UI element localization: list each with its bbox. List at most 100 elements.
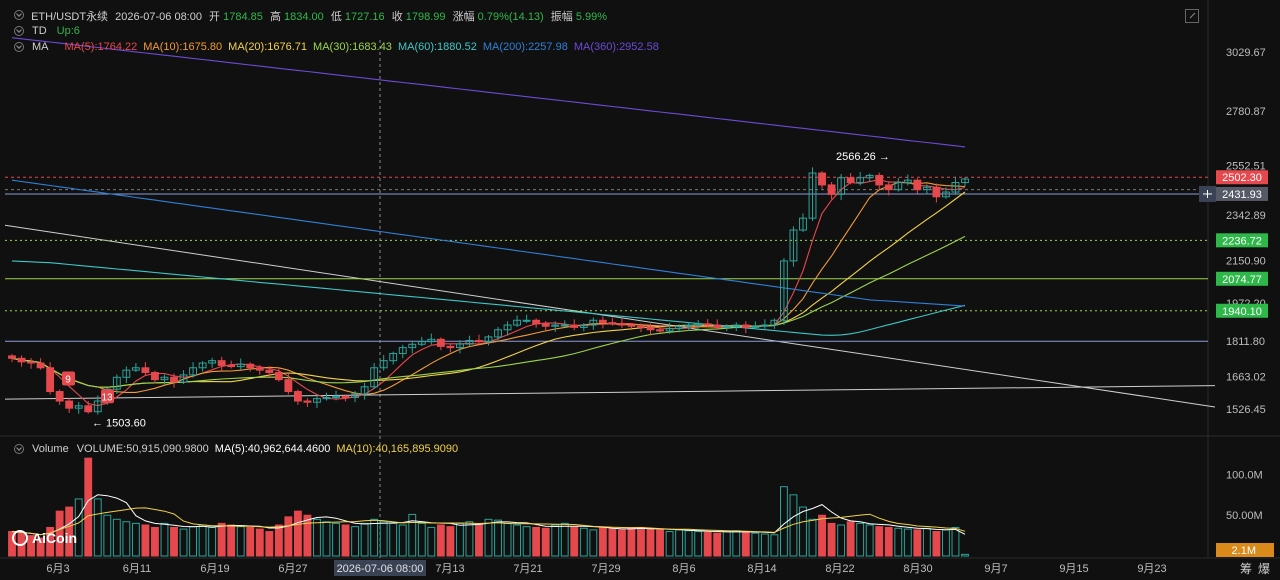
- price-tag-label: 2074.77: [1222, 274, 1262, 286]
- candle-body: [865, 174, 874, 179]
- volume-bar: [160, 522, 169, 557]
- candle-body: [808, 172, 817, 219]
- x-tick-label: 9月7: [984, 563, 1007, 575]
- td-name[interactable]: TD: [32, 25, 47, 37]
- candle-body: [684, 324, 693, 327]
- open-label: 开: [209, 11, 221, 23]
- volume-bar: [446, 526, 455, 557]
- volume-bar: [770, 534, 779, 557]
- candle-body: [694, 323, 703, 326]
- volume-bar: [579, 527, 588, 557]
- volume-name[interactable]: Volume: [32, 443, 69, 455]
- symbol[interactable]: ETH/USDT永续: [31, 11, 109, 23]
- volume-bar: [170, 526, 178, 557]
- candle-body: [818, 172, 826, 186]
- candle-body: [465, 339, 474, 345]
- volume-bar: [112, 518, 121, 557]
- volume-indicator: Volume VOLUME:50,915,090.9800 MA(5):40,96…: [14, 443, 464, 455]
- price-tag-label: 2502.30: [1222, 172, 1262, 184]
- logo: AiCoin: [12, 530, 77, 546]
- y-tick-label: 1811.80: [1226, 336, 1265, 348]
- price-tag-label: 2431.93: [1222, 189, 1262, 201]
- price-tag-box: [1216, 233, 1268, 248]
- candle-body: [8, 355, 16, 359]
- high-annotation: 2566.26 →: [836, 151, 890, 163]
- volume-bar: [36, 537, 45, 557]
- candle-body: [227, 364, 236, 368]
- chips-button[interactable]: 筹: [1240, 562, 1253, 576]
- x-tick-label: 7月29: [591, 563, 620, 575]
- x-tick-label: 8月6: [672, 563, 695, 575]
- collapse-icon[interactable]: [14, 26, 24, 36]
- volume-bar: [46, 526, 55, 557]
- candle-body: [856, 177, 865, 184]
- volume-bar: [522, 526, 531, 557]
- volume-bar: [179, 528, 188, 557]
- candle-body: [93, 400, 102, 413]
- crosshair-date-box: [334, 560, 426, 576]
- candle-body: [274, 372, 283, 381]
- ma-value-2: MA(20):1676.71: [228, 41, 308, 53]
- x-tick-label: 7月13: [435, 563, 464, 575]
- volume-values: VOLUME:50,915,090.9800 MA(5):40,962,644.4…: [77, 443, 464, 455]
- volume-bar: [513, 524, 522, 557]
- volume-bar: [541, 527, 550, 557]
- price-tag-box: [1216, 186, 1268, 201]
- volume-bar: [55, 510, 64, 557]
- x-tick-label: 8月14: [747, 563, 776, 575]
- ma30-line: [11, 235, 966, 388]
- ma-value-3: MA(30):1683.43: [313, 41, 392, 53]
- candle-body: [732, 324, 741, 327]
- candle-body: [455, 343, 464, 349]
- high-value: 1834.00: [284, 11, 324, 23]
- volume-bar: [598, 526, 607, 557]
- volume-tag-label: 2.1M: [1232, 545, 1256, 557]
- collapse-icon[interactable]: [14, 10, 24, 20]
- candle-body: [598, 319, 607, 324]
- volume-bar: [884, 526, 893, 557]
- candle-body: [131, 367, 140, 371]
- candle-body: [351, 393, 360, 398]
- collapse-icon[interactable]: [14, 42, 24, 52]
- candle-body: [617, 323, 626, 326]
- volume-tick-label: 100.0M: [1226, 469, 1263, 481]
- y-tick-label: 2150.90: [1226, 256, 1266, 268]
- candle-body: [675, 325, 684, 330]
- volume-bar: [637, 526, 645, 557]
- volume-bar: [122, 521, 131, 557]
- ma-name[interactable]: MA: [32, 41, 49, 53]
- candle-body: [55, 391, 64, 402]
- candle-body: [665, 328, 674, 332]
- volume-bar: [351, 526, 360, 557]
- y-tick-label: 2780.87: [1226, 106, 1266, 118]
- open-value: 1784.85: [223, 11, 263, 23]
- volume-bar: [656, 529, 664, 557]
- annotations: 2566.26 → ← 1503.60 9 13: [62, 151, 890, 429]
- volume-bar: [303, 514, 312, 557]
- candle-body: [875, 174, 884, 186]
- trendline-descending: [4, 224, 1216, 408]
- volume-bars: [8, 457, 969, 557]
- volume-bar: [427, 526, 436, 557]
- volume-bar: [484, 518, 493, 557]
- volume-bar: [646, 528, 655, 557]
- volume-bar: [408, 513, 417, 557]
- candle-body: [65, 400, 74, 409]
- candle-body: [541, 323, 550, 327]
- volume-bar: [808, 518, 817, 557]
- liquidation-button[interactable]: 爆: [1258, 562, 1271, 576]
- crosshair-date: 2026-07-06 08:00: [337, 563, 424, 575]
- time-axis: 6月3 6月11 6月19 6月27 7月13 7月21 7月29 8月6 8月14 8月22 8月…: [46, 560, 1167, 576]
- x-tick-label: 9月23: [1137, 563, 1166, 575]
- x-tick-label: 8月22: [825, 563, 854, 575]
- candle-body: [827, 184, 836, 195]
- x-tick-label: 7月21: [513, 563, 542, 575]
- candle-body: [303, 400, 312, 403]
- fullscreen-icon[interactable]: [1185, 9, 1199, 23]
- collapse-icon[interactable]: [14, 444, 24, 454]
- volume-tag-box: [1216, 543, 1274, 557]
- candle-body: [255, 367, 264, 371]
- candle-body: [189, 367, 198, 376]
- change-value: 0.79%(14.13): [477, 11, 544, 23]
